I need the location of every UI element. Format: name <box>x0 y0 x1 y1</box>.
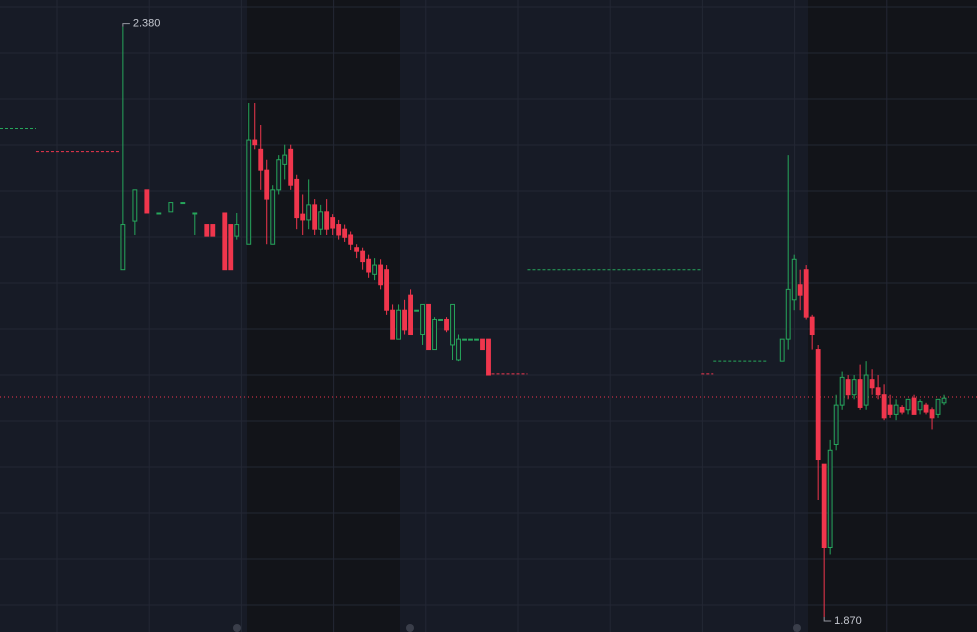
candle-body <box>833 404 839 445</box>
candle-body <box>294 178 300 219</box>
label-connector <box>823 616 832 622</box>
candle-body <box>318 211 324 230</box>
candle-body <box>420 303 425 336</box>
candle-body <box>923 404 929 413</box>
candle-body <box>384 269 390 311</box>
candle-body <box>252 139 258 146</box>
candle-body <box>168 202 174 213</box>
candle-body <box>893 404 899 415</box>
candle-body <box>839 376 845 406</box>
candle-body <box>887 404 893 415</box>
candle-body <box>935 398 941 415</box>
candle-body <box>246 139 252 245</box>
candle-body <box>863 374 869 406</box>
candle-body <box>222 212 228 271</box>
candle-body <box>192 212 198 215</box>
candle-body <box>444 318 449 331</box>
candle-body <box>390 309 396 340</box>
candle-body <box>450 303 455 346</box>
candle-body <box>917 401 923 411</box>
candle-body <box>929 409 935 419</box>
candle-body <box>821 463 827 549</box>
candle-body <box>815 349 821 461</box>
low-label: 1.870 <box>834 615 862 627</box>
session-shade <box>808 0 977 632</box>
candle-body <box>432 318 437 351</box>
candle-body <box>827 449 833 549</box>
candle-body <box>180 202 186 205</box>
candle-body <box>911 397 917 415</box>
candle-body <box>306 204 312 221</box>
candle-body <box>905 398 911 411</box>
candle-body <box>228 224 234 271</box>
candle-body <box>426 303 431 351</box>
candle-body <box>282 154 288 165</box>
session-shade <box>247 0 400 632</box>
candle-body <box>336 224 342 236</box>
candle-body <box>791 258 797 301</box>
candle-body <box>468 338 473 341</box>
candle-body <box>486 338 491 376</box>
candle-body <box>234 224 240 237</box>
candle-body <box>132 189 138 222</box>
candle-body <box>210 224 216 237</box>
label-connector <box>122 23 130 27</box>
session-icon <box>233 624 241 632</box>
candle-body <box>851 379 857 396</box>
candle-body <box>941 397 947 404</box>
candle-body <box>300 213 306 221</box>
candle-body <box>779 338 785 362</box>
candle-body <box>456 338 461 361</box>
candle-body <box>312 204 318 230</box>
candle-body <box>264 169 270 200</box>
candle-body <box>785 288 791 340</box>
candle-body <box>809 316 815 336</box>
candle-body <box>414 309 419 312</box>
candle-body <box>881 394 887 419</box>
candle-body <box>438 318 443 321</box>
candle-body <box>396 309 402 340</box>
candle-body <box>156 212 162 215</box>
candle-body <box>120 224 126 271</box>
candle-body <box>354 247 360 252</box>
candle-body <box>875 387 881 396</box>
candle-body <box>366 258 372 273</box>
candle-body <box>869 379 875 389</box>
candle-body <box>474 338 479 341</box>
candle-body <box>408 294 413 336</box>
session-icon <box>406 624 414 632</box>
candle-body <box>857 379 863 408</box>
candle-body <box>324 211 330 230</box>
candle-body <box>797 284 803 296</box>
candle-body <box>204 224 210 237</box>
candle-body <box>360 250 366 263</box>
candle-body <box>402 309 408 331</box>
candle-body <box>803 269 809 318</box>
candle-body <box>288 148 294 186</box>
session-icon <box>793 624 801 632</box>
candle-body <box>270 189 276 245</box>
candle-body <box>480 338 485 351</box>
candle-body <box>348 234 354 245</box>
candle-body <box>342 228 348 238</box>
candle-body <box>378 264 384 286</box>
candle-body <box>372 264 378 275</box>
candle-body <box>462 338 467 341</box>
candle-body <box>845 379 851 396</box>
candle-body <box>899 406 905 413</box>
candle-body <box>330 217 336 229</box>
candle-body <box>144 189 150 214</box>
candle-body <box>258 148 264 171</box>
candle-body <box>276 159 282 191</box>
high-label: 2.380 <box>133 18 161 30</box>
